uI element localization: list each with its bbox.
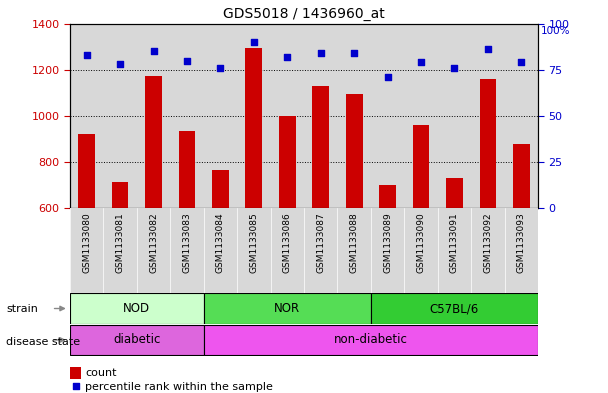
Point	[81, 52, 91, 58]
Point	[71, 383, 81, 389]
Bar	[137, 208, 170, 293]
Point	[148, 48, 158, 55]
Bar	[170, 24, 204, 208]
Text: GSM1133089: GSM1133089	[383, 213, 392, 273]
Text: GSM1133086: GSM1133086	[283, 213, 292, 273]
Bar	[271, 208, 304, 293]
Point	[383, 74, 393, 80]
Point	[316, 50, 326, 56]
Text: GSM1133090: GSM1133090	[416, 213, 426, 273]
Bar	[505, 208, 538, 293]
Bar	[204, 208, 237, 293]
Text: strain: strain	[6, 303, 38, 314]
Text: GSM1133081: GSM1133081	[116, 213, 125, 273]
Bar	[313, 86, 329, 208]
Bar	[103, 24, 137, 208]
Point	[449, 65, 460, 71]
Bar	[404, 24, 438, 208]
Bar	[446, 178, 463, 208]
Bar	[346, 94, 362, 208]
Text: NOD: NOD	[123, 302, 150, 315]
Bar	[371, 24, 404, 208]
Bar	[271, 24, 304, 208]
Bar	[70, 24, 103, 208]
Point	[282, 54, 292, 60]
Bar	[179, 131, 195, 208]
Bar	[70, 294, 204, 323]
Bar	[145, 75, 162, 208]
Text: percentile rank within the sample: percentile rank within the sample	[85, 382, 273, 392]
Text: GSM1133083: GSM1133083	[182, 213, 192, 273]
Bar	[78, 134, 95, 208]
Bar	[513, 144, 530, 208]
Point	[249, 39, 259, 45]
Bar	[471, 24, 505, 208]
Point	[416, 59, 426, 66]
Bar	[70, 325, 204, 355]
Bar	[204, 24, 237, 208]
Bar	[103, 208, 137, 293]
Bar	[204, 294, 371, 323]
Bar	[70, 208, 103, 293]
Text: GSM1133080: GSM1133080	[82, 213, 91, 273]
Bar	[170, 208, 204, 293]
Text: diabetic: diabetic	[113, 333, 161, 347]
Bar	[480, 79, 496, 208]
Point	[215, 65, 225, 71]
Text: GSM1133087: GSM1133087	[316, 213, 325, 273]
Bar	[371, 294, 538, 323]
Text: 100%: 100%	[541, 26, 571, 35]
Bar	[304, 208, 337, 293]
Bar	[379, 185, 396, 208]
Bar	[237, 208, 271, 293]
Text: count: count	[85, 368, 117, 378]
Point	[349, 50, 359, 56]
Text: GSM1133092: GSM1133092	[483, 213, 492, 273]
Bar	[337, 24, 371, 208]
Bar	[304, 24, 337, 208]
Point	[115, 61, 125, 67]
Point	[483, 46, 493, 53]
Text: C57BL/6: C57BL/6	[430, 302, 479, 315]
Bar	[438, 24, 471, 208]
Point	[517, 59, 527, 66]
Text: disease state: disease state	[6, 337, 80, 347]
Text: GSM1133084: GSM1133084	[216, 213, 225, 273]
Text: GSM1133091: GSM1133091	[450, 213, 459, 273]
Bar	[413, 125, 429, 208]
Text: NOR: NOR	[274, 302, 300, 315]
Bar	[212, 170, 229, 208]
Text: GSM1133093: GSM1133093	[517, 213, 526, 273]
Point	[182, 57, 192, 64]
Text: GSM1133085: GSM1133085	[249, 213, 258, 273]
Text: non-diabetic: non-diabetic	[334, 333, 408, 347]
Bar	[246, 48, 262, 208]
Bar	[237, 24, 271, 208]
Title: GDS5018 / 1436960_at: GDS5018 / 1436960_at	[223, 7, 385, 21]
Bar	[279, 116, 295, 208]
Bar	[337, 208, 371, 293]
Bar	[404, 208, 438, 293]
Bar	[204, 325, 538, 355]
Bar	[471, 208, 505, 293]
Bar	[112, 182, 128, 208]
Bar	[505, 24, 538, 208]
Bar	[371, 208, 404, 293]
Text: GSM1133088: GSM1133088	[350, 213, 359, 273]
Bar	[438, 208, 471, 293]
Text: GSM1133082: GSM1133082	[149, 213, 158, 273]
Bar	[137, 24, 170, 208]
